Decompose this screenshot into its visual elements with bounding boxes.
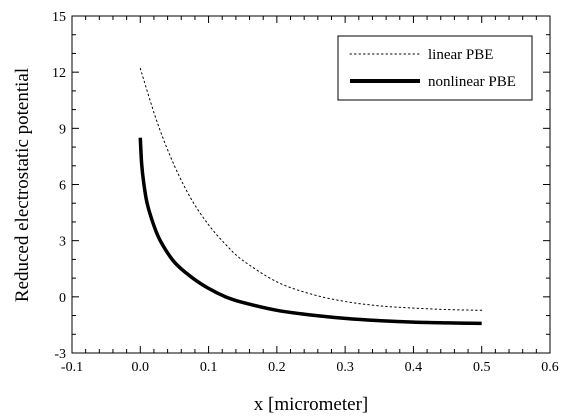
y-tick-label: 3: [59, 235, 66, 250]
y-tick-label: 12: [52, 66, 66, 81]
series-line-linear-pbe: [139, 67, 483, 311]
x-tick-label: 0.5: [473, 360, 491, 375]
legend: linear PBE nonlinear PBE: [337, 35, 533, 101]
x-axis-title: x [micrometer]: [254, 394, 368, 415]
y-tick-labels: -3 0 3 6 9 12 15: [52, 10, 66, 362]
tick-marks: [71, 15, 551, 354]
x-tick-label: 0.0: [132, 360, 150, 375]
y-tick-label: 0: [59, 291, 66, 306]
x-tick-label: -0.1: [61, 360, 83, 375]
x-tick-labels: -0.1 0.0 0.1 0.2 0.3 0.4 0.5 0.6: [61, 360, 559, 375]
series-lines: [138, 67, 483, 326]
y-axis-title: Reduced electrostatic potential: [12, 68, 33, 302]
x-tick-label: 0.1: [200, 360, 218, 375]
x-tick-label: 0.4: [405, 360, 423, 375]
x-tick-label: 0.2: [268, 360, 286, 375]
x-tick-label: 0.3: [336, 360, 354, 375]
legend-label-nonlinear: nonlinear PBE: [428, 74, 516, 90]
legend-label-linear: linear PBE: [428, 47, 493, 63]
y-tick-label: 15: [52, 10, 66, 25]
series-line-nonlinear-pbe: [138, 137, 482, 326]
y-tick-label: 6: [59, 179, 66, 194]
legend-box: [337, 35, 533, 101]
y-tick-label: 9: [59, 122, 66, 137]
x-tick-label: 0.6: [541, 360, 559, 375]
y-tick-label: -3: [54, 347, 66, 362]
